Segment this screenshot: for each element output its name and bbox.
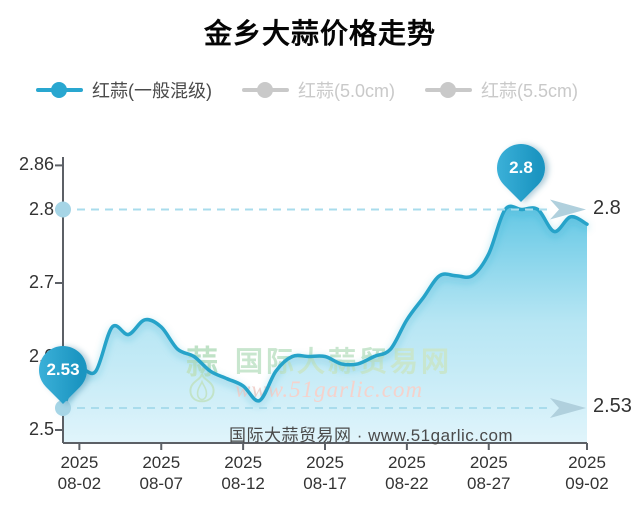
legend-item-inactive[interactable]: 红蒜(5.5cm) <box>425 77 578 103</box>
legend-line-dot-icon <box>36 82 83 98</box>
x-axis-label: 2025 08-07 <box>139 453 183 493</box>
start-value-pin: 2.53 <box>29 336 97 404</box>
y-axis-label: 2.5 <box>28 419 54 439</box>
peak-value-pin: 2.8 <box>487 134 555 202</box>
legend-label: 红蒜(5.5cm) <box>481 81 579 101</box>
y-axis-label: 2.8 <box>28 198 54 219</box>
arrow-right-icon <box>550 397 586 418</box>
price-line <box>61 204 589 410</box>
y-axis-label: 2.7 <box>28 272 54 292</box>
page-title: 金乡大蒜价格走势 <box>203 18 436 49</box>
peak-value-label: 2.8 <box>509 158 533 177</box>
legend-item-active[interactable]: 红蒜(一般混级) <box>36 77 212 103</box>
x-axis-label: 2025 08-22 <box>385 453 429 493</box>
x-axis-label: 2025 08-17 <box>303 453 347 493</box>
x-axis-label: 2025 09-02 <box>565 453 609 493</box>
footer-site-credit: 国际大蒜贸易网 · www.51garlic.com <box>229 426 514 445</box>
x-axis-label: 2025 08-02 <box>57 453 102 493</box>
reference-endpoint-dot <box>55 399 71 416</box>
x-axis-label: 2025 08-12 <box>221 453 265 493</box>
legend-label: 红蒜(一般混级) <box>92 81 212 101</box>
legend-item-inactive[interactable]: 红蒜(5.0cm) <box>242 77 395 103</box>
legend-line-dot-icon <box>242 82 289 98</box>
y-axis-label: 2.86 <box>18 154 54 175</box>
legend-label: 红蒜(5.0cm) <box>298 81 396 101</box>
reference-endpoint-dot <box>55 201 71 218</box>
legend: 红蒜(一般混级) 红蒜(5.0cm) 红蒜(5.5cm) <box>36 77 578 103</box>
reference-value-label: 2.53 <box>593 394 632 417</box>
arrow-right-icon <box>550 199 586 220</box>
reference-value-label: 2.8 <box>593 196 621 219</box>
legend-line-dot-icon <box>425 82 473 98</box>
x-axis-label: 2025 08-27 <box>467 453 511 493</box>
start-value-label: 2.53 <box>46 360 80 379</box>
